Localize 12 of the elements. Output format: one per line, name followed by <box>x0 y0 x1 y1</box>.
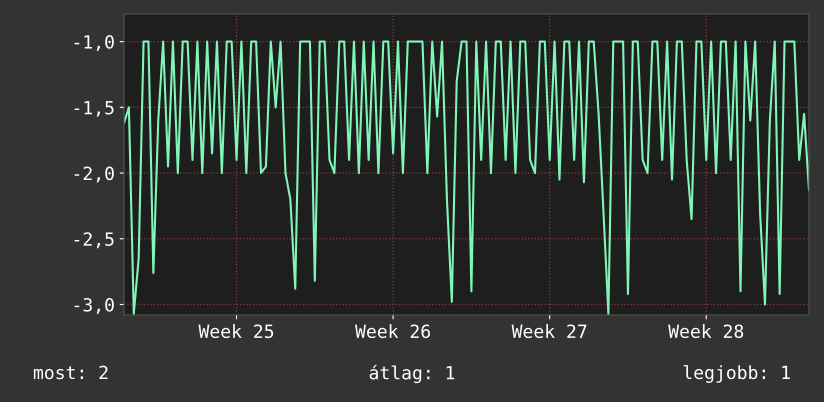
x-tick-label: Week 25 <box>198 324 274 338</box>
y-tick-label: -2,5 <box>74 232 114 248</box>
y-tick-label: -1,5 <box>74 101 114 117</box>
x-tick-label: Week 26 <box>355 324 430 338</box>
x-tick-label: Week 27 <box>512 324 586 338</box>
x-tick-label: Week 28 <box>668 324 744 338</box>
y-tick-label: -3,0 <box>74 298 114 314</box>
y-tick-label: -2,0 <box>74 166 114 182</box>
y-tick-label: -1,0 <box>74 35 114 52</box>
text: most: 2 <box>34 366 108 380</box>
text: átlag: 1 <box>370 364 454 384</box>
text: legjobb: 1 <box>684 365 790 383</box>
